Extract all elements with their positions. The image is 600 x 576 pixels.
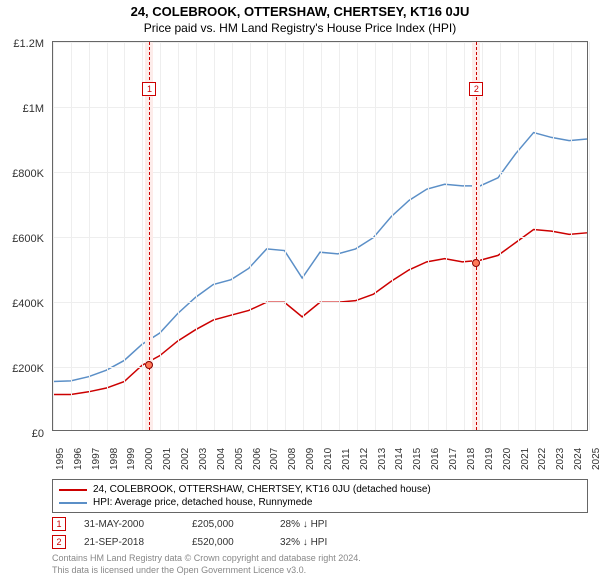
- legend-item: HPI: Average price, detached house, Runn…: [59, 496, 581, 509]
- legend-label: HPI: Average price, detached house, Runn…: [93, 497, 312, 508]
- marker-dot-1: [145, 361, 153, 369]
- legend-swatch: [59, 489, 87, 491]
- x-tick-label: 2002: [180, 448, 191, 470]
- event-price: £520,000: [192, 537, 262, 548]
- x-tick-label: 2013: [377, 448, 388, 470]
- footer-attribution: Contains HM Land Registry data © Crown c…: [52, 553, 588, 576]
- marker-line-2: [476, 42, 477, 430]
- event-row-1: 1 31-MAY-2000 £205,000 28% ↓ HPI: [52, 517, 588, 531]
- price-chart: 24, COLEBROOK, OTTERSHAW, CHERTSEY, KT16…: [0, 0, 600, 560]
- chart-title: 24, COLEBROOK, OTTERSHAW, CHERTSEY, KT16…: [0, 0, 600, 19]
- x-tick-label: 2014: [394, 448, 405, 470]
- legend-label: 24, COLEBROOK, OTTERSHAW, CHERTSEY, KT16…: [93, 484, 431, 495]
- x-tick-label: 1996: [73, 448, 84, 470]
- x-tick-label: 1999: [126, 448, 137, 470]
- x-tick-label: 2009: [305, 448, 316, 470]
- series-price_paid: [53, 230, 587, 395]
- x-tick-label: 2023: [555, 448, 566, 470]
- x-tick-label: 2005: [234, 448, 245, 470]
- event-pct: 32% ↓ HPI: [280, 537, 327, 548]
- marker-label-2: 2: [469, 82, 483, 96]
- y-tick-label: £600K: [12, 233, 44, 245]
- legend-item: 24, COLEBROOK, OTTERSHAW, CHERTSEY, KT16…: [59, 483, 581, 496]
- legend-swatch: [59, 502, 87, 504]
- event-date: 31-MAY-2000: [84, 519, 174, 530]
- x-tick-label: 2017: [448, 448, 459, 470]
- x-tick-label: 2001: [162, 448, 173, 470]
- x-tick-label: 2006: [252, 448, 263, 470]
- y-tick-label: £1M: [23, 103, 44, 115]
- event-marker-box: 2: [52, 535, 66, 549]
- event-price: £205,000: [192, 519, 262, 530]
- x-tick-label: 2021: [520, 448, 531, 470]
- marker-events: 1 31-MAY-2000 £205,000 28% ↓ HPI 2 21-SEP-201…: [52, 517, 588, 549]
- series-hpi: [53, 133, 587, 382]
- x-tick-label: 2004: [216, 448, 227, 470]
- event-date: 21-SEP-2018: [84, 537, 174, 548]
- event-marker-box: 1: [52, 517, 66, 531]
- x-tick-label: 1997: [91, 448, 102, 470]
- x-tick-label: 2015: [412, 448, 423, 470]
- x-axis-labels: 1995 1996 1997 1998 1999 2000 2001 2002 2003 2004…: [52, 438, 588, 482]
- x-tick-label: 2025: [591, 448, 600, 470]
- y-tick-label: £800K: [12, 168, 44, 180]
- x-tick-label: 2010: [323, 448, 334, 470]
- y-tick-label: £0: [32, 428, 44, 440]
- footer-line2: This data is licensed under the Open Gov…: [52, 565, 588, 576]
- x-tick-label: 2012: [359, 448, 370, 470]
- marker-dot-2: [472, 259, 480, 267]
- x-tick-label: 1995: [55, 448, 66, 470]
- y-tick-label: £400K: [12, 298, 44, 310]
- x-tick-label: 2020: [502, 448, 513, 470]
- footer-line1: Contains HM Land Registry data © Crown c…: [52, 553, 588, 565]
- chart-lines: [53, 42, 587, 430]
- y-tick-label: £200K: [12, 363, 44, 375]
- marker-line-1: [149, 42, 150, 430]
- legend: 24, COLEBROOK, OTTERSHAW, CHERTSEY, KT16…: [52, 479, 588, 513]
- x-tick-label: 2018: [466, 448, 477, 470]
- x-tick-label: 2000: [144, 448, 155, 470]
- y-tick-label: £1.2M: [13, 38, 44, 50]
- x-tick-label: 2016: [430, 448, 441, 470]
- marker-label-1: 1: [142, 82, 156, 96]
- x-tick-label: 2007: [269, 448, 280, 470]
- x-tick-label: 2003: [198, 448, 209, 470]
- event-pct: 28% ↓ HPI: [280, 519, 327, 530]
- x-tick-label: 1998: [109, 448, 120, 470]
- y-axis-labels: £0£200K£400K£600K£800K£1M£1.2M: [0, 44, 48, 434]
- chart-subtitle: Price paid vs. HM Land Registry's House …: [0, 19, 600, 41]
- x-tick-label: 2024: [573, 448, 584, 470]
- x-tick-label: 2022: [537, 448, 548, 470]
- x-tick-label: 2011: [341, 448, 352, 470]
- event-row-2: 2 21-SEP-2018 £520,000 32% ↓ HPI: [52, 535, 588, 549]
- x-tick-label: 2019: [484, 448, 495, 470]
- plot-area: 12: [52, 41, 588, 431]
- x-tick-label: 2008: [287, 448, 298, 470]
